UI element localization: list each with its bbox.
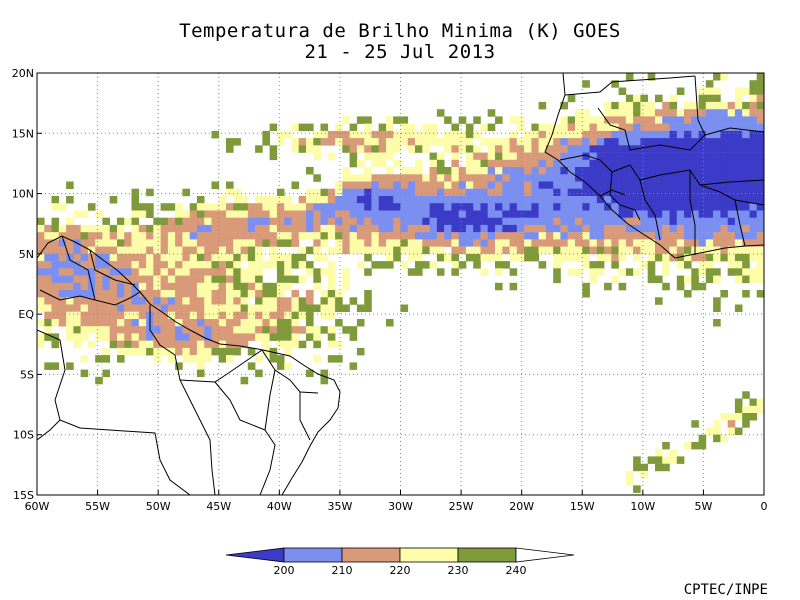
map-title: Temperatura de Brilho Minima (K) GOES (179, 20, 621, 42)
legend-swatch (283, 547, 343, 563)
south-america-coastline (37, 235, 341, 495)
y-tick-label: EQ (18, 308, 34, 321)
x-tick-label: 25W (449, 500, 474, 513)
x-tick-label: 55W (85, 500, 110, 513)
credit-label: CPTEC/INPE (683, 582, 768, 598)
x-tick-label: 35W (327, 500, 352, 513)
africa-country-borders (564, 75, 696, 96)
y-tick-label: 10N (12, 188, 34, 201)
x-tick-label: 0 (761, 500, 768, 513)
temperature-field (37, 73, 764, 493)
legend-label: 200 (274, 564, 295, 577)
x-tick-label: 20W (509, 500, 534, 513)
legend-swatch (225, 547, 285, 563)
y-tick-label: 5S (20, 368, 34, 381)
legend-label: 230 (448, 564, 469, 577)
color-legend: 200 210 220 230 240 (225, 547, 575, 577)
y-tick-label: 10S (13, 429, 34, 442)
x-tick-label: 50W (146, 500, 171, 513)
legend-label: 240 (506, 564, 527, 577)
x-tick-label: 45W (206, 500, 231, 513)
legend-swatch (341, 547, 401, 563)
legend-label: 210 (332, 564, 353, 577)
latitude-axis: 20N 15N 10N 5N EQ 5S 10S 15S (12, 67, 42, 502)
x-tick-label: 15W (570, 500, 595, 513)
legend-label: 220 (390, 564, 411, 577)
longitude-axis: 60W 55W 50W 45W 40W 35W 30W 25W 20W 15W 10W 5W 0 (25, 490, 768, 513)
x-tick-label: 30W (388, 500, 413, 513)
x-tick-label: 40W (267, 500, 292, 513)
y-tick-label: 15N (12, 127, 34, 140)
africa-coastline (544, 73, 764, 259)
coastlines-and-borders (37, 73, 764, 495)
brazil-state-borders (149, 305, 216, 495)
map-subtitle: 21 - 25 Jul 2013 (304, 41, 496, 63)
y-tick-label: 20N (12, 67, 34, 80)
legend-swatch (515, 547, 575, 563)
legend-swatch (399, 547, 459, 563)
x-tick-label: 10W (630, 500, 655, 513)
legend-swatch (457, 547, 517, 563)
x-tick-label: 60W (25, 500, 50, 513)
x-tick-label: 5W (694, 500, 712, 513)
y-tick-label: 5N (19, 248, 34, 261)
y-tick-label: 15S (13, 489, 34, 502)
